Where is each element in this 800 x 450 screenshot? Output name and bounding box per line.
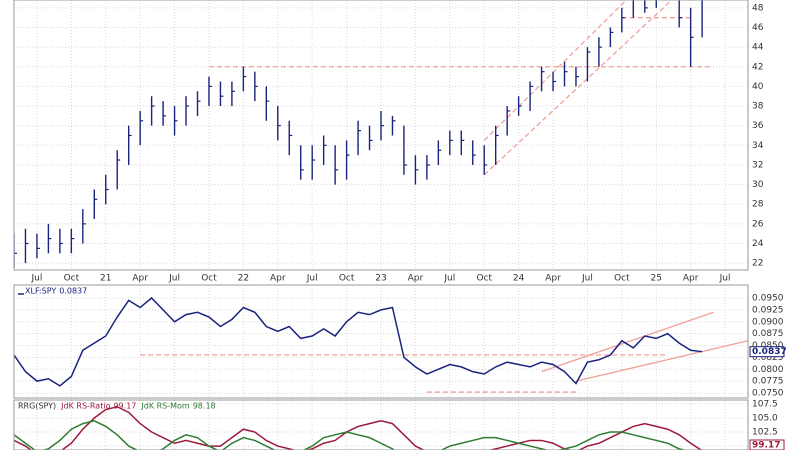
y-tick-label: 28 [752, 200, 764, 210]
x-tick-label: Oct [339, 274, 355, 284]
panel [14, 400, 748, 450]
x-tick-label: Jul [443, 274, 455, 284]
last-value-label: 0.0837 [752, 347, 787, 357]
trend-line [541, 311, 714, 373]
y-tick-label: 48 [752, 3, 764, 13]
y-tick-label: 26 [752, 219, 764, 229]
last-value-box [749, 346, 785, 358]
x-tick-label: 23 [375, 274, 386, 284]
y-tick-label: 24 [752, 239, 764, 249]
y-tick-label: 42 [752, 62, 763, 72]
series-line [14, 405, 703, 450]
x-tick-label: Apr [132, 274, 148, 284]
last-value-box [749, 439, 785, 450]
x-tick-label: Oct [201, 274, 217, 284]
legend-label: JdK RS-Ratio [60, 402, 110, 411]
x-tick-label: Oct [614, 274, 630, 284]
x-tick-label: Jul [168, 274, 180, 284]
x-tick-label: Jul [719, 274, 731, 284]
panel-frame [13, 0, 749, 271]
trend-line [483, 0, 628, 141]
x-tick-label: Oct [476, 274, 492, 284]
y-tick-label: 0.0900 [752, 317, 784, 327]
legend-label: JdK RS-Mom [140, 402, 190, 411]
x-tick-label: 24 [513, 274, 525, 284]
y-tick-label: 0.0825 [752, 353, 784, 363]
legend-value: 99.17 [113, 402, 136, 411]
x-tick-label: 22 [238, 274, 249, 284]
y-tick-label: 107.5 [752, 399, 778, 409]
x-tick-label: Jul [306, 274, 318, 284]
x-tick-label: Apr [270, 274, 286, 284]
y-tick-label: 0.0775 [752, 377, 784, 387]
y-tick-label: 0.0925 [752, 305, 784, 315]
y-tick-label: 0.0875 [752, 329, 784, 339]
y-tick-label: 34 [752, 141, 764, 151]
y-tick-label: 38 [752, 102, 764, 112]
x-tick-label: 25 [651, 274, 662, 284]
y-tick-label: 44 [752, 43, 764, 53]
legend-label: RRG(SPY) [18, 402, 56, 411]
y-tick-label: 102.5 [752, 428, 778, 438]
y-tick-label: 105.0 [752, 413, 778, 423]
panel [14, 285, 748, 398]
panel [14, 0, 748, 270]
legend-label: XLF:SPY [25, 287, 56, 296]
y-tick-label: 0.0850 [752, 341, 784, 351]
y-tick-label: 32 [752, 160, 763, 170]
legend-value: 98.18 [193, 402, 216, 411]
x-tick-label: Apr [545, 274, 561, 284]
x-tick-label: Apr [683, 274, 699, 284]
y-tick-label: 40 [752, 82, 764, 92]
panel-frame [13, 284, 749, 399]
series-line [14, 419, 687, 450]
last-value-label: 99.17 [752, 441, 780, 450]
trend-line [575, 340, 748, 382]
y-tick-label: 22 [752, 259, 763, 269]
y-tick-label: 36 [752, 121, 764, 131]
x-tick-label: Oct [64, 274, 80, 284]
x-tick-label: Jul [31, 274, 43, 284]
panel-frame [13, 399, 749, 450]
y-tick-label: 46 [752, 23, 764, 33]
legend-value: 0.0837 [59, 287, 87, 296]
trend-line [483, 0, 673, 176]
y-tick-label: 0.0750 [752, 389, 784, 399]
x-tick-label: 21 [100, 274, 111, 284]
y-tick-label: 30 [752, 180, 764, 190]
y-tick-label: 0.0950 [752, 294, 784, 304]
y-tick-label: 0.0800 [752, 365, 784, 375]
x-tick-label: Jul [581, 274, 593, 284]
x-tick-label: Apr [408, 274, 424, 284]
series-line [14, 296, 703, 387]
